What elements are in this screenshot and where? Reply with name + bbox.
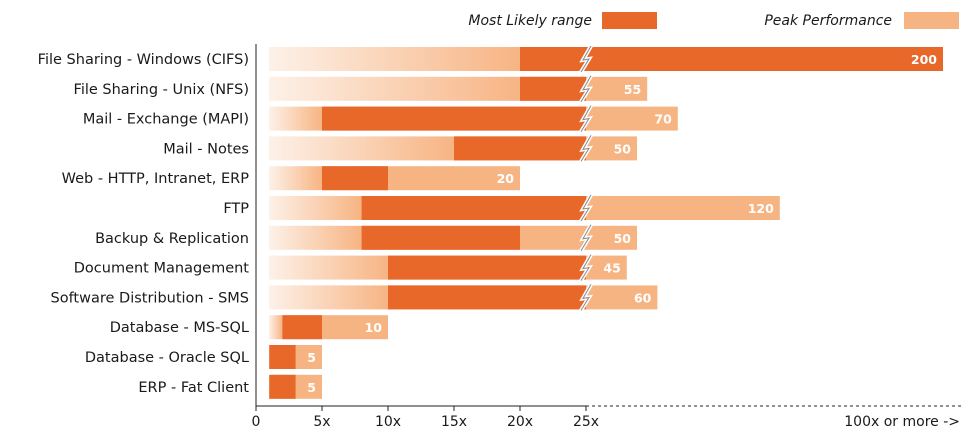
most-likely-bar-ftp	[361, 196, 586, 220]
x-tick-label-1: 5x	[313, 414, 330, 428]
most-likely-bar-software-distribution-sms	[388, 285, 586, 310]
x-tick-label-3: 15x	[441, 414, 467, 428]
category-labels: File Sharing - Windows (CIFS) File Sharin…	[38, 52, 250, 396]
most-likely-bar-file-sharing-unix-nfs	[520, 76, 586, 101]
category-label-software-distribution-sms: Software Distribution - SMS	[51, 290, 250, 306]
axis-break-mark-document-management	[580, 254, 592, 281]
most-likely-bar-mail-notes	[454, 136, 586, 161]
value-label-mail-exchange-mapi: 70	[654, 112, 672, 127]
value-label-document-management: 45	[603, 261, 620, 276]
category-label-ftp: FTP	[223, 201, 249, 217]
legend-most-likely-swatch	[602, 12, 657, 29]
value-label-software-distribution-sms: 60	[634, 290, 652, 305]
category-label-backup-replication: Backup & Replication	[95, 231, 249, 247]
x-tick-label-5: 25x	[573, 414, 599, 428]
x-axis-ticks: 0 5x 10x 15x 20x 25x 100x or more ->	[252, 406, 960, 428]
value-label-ftp: 120	[748, 201, 774, 216]
category-label-mail-exchange-mapi: Mail - Exchange (MAPI)	[83, 112, 249, 128]
value-label-mail-notes: 50	[614, 141, 632, 156]
value-label-file-sharing-windows-cifs: 200	[911, 52, 937, 67]
x-tick-label-2: 10x	[375, 414, 401, 428]
category-label-file-sharing-windows-cifs: File Sharing - Windows (CIFS)	[38, 52, 249, 68]
category-label-document-management: Document Management	[74, 261, 250, 277]
x-tick-label-4: 20x	[507, 414, 533, 428]
most-likely-bar-mail-exchange-mapi	[322, 106, 586, 131]
most-likely-bar-database-ms-sql	[282, 315, 322, 340]
value-label-database-ms-sql: 10	[365, 320, 383, 335]
category-label-mail-notes: Mail - Notes	[163, 141, 249, 157]
most-likely-bar-document-management	[388, 255, 586, 280]
legend-peak-swatch	[904, 12, 959, 29]
category-label-database-ms-sql: Database - MS-SQL	[110, 320, 249, 336]
category-label-web-http-intranet-erp: Web - HTTP, Intranet, ERP	[62, 171, 250, 187]
x-tick-label-6: 100x or more ->	[844, 414, 960, 428]
value-label-database-oracle-sql: 5	[307, 350, 316, 365]
most-likely-bar-backup-replication	[361, 225, 520, 250]
axis-break-mark-mail-exchange-mapi	[580, 105, 592, 132]
value-label-web-http-intranet-erp: 20	[497, 171, 515, 186]
bars-group	[269, 47, 943, 399]
category-label-erp-fat-client: ERP - Fat Client	[138, 380, 249, 396]
axis-break-marks	[579, 45, 594, 312]
value-label-backup-replication: 50	[614, 231, 632, 246]
most-likely-bar-database-oracle-sql	[269, 345, 296, 369]
category-label-file-sharing-unix-nfs: File Sharing - Unix (NFS)	[74, 82, 249, 98]
legend-most-likely-label: Most Likely range	[468, 13, 592, 29]
category-label-database-oracle-sql: Database - Oracle SQL	[85, 350, 249, 366]
axis-break-mark-file-sharing-unix-nfs	[580, 75, 592, 103]
legend: Most Likely range Peak Performance	[468, 12, 959, 29]
peak-bar-web-http-intranet-erp	[269, 166, 520, 191]
value-label-file-sharing-unix-nfs: 55	[624, 82, 641, 97]
most-likely-bar-web-http-intranet-erp	[322, 166, 388, 191]
x-tick-label-0: 0	[252, 414, 261, 428]
axis-break-mark-software-distribution-sms	[580, 284, 592, 311]
axis-break-mark-ftp	[580, 194, 592, 222]
axis-break-mark-backup-replication	[580, 224, 592, 252]
axis-break-mark-mail-notes	[580, 135, 592, 162]
most-likely-bar-erp-fat-client	[269, 374, 296, 399]
legend-peak-label: Peak Performance	[764, 13, 892, 29]
value-label-erp-fat-client: 5	[307, 380, 316, 395]
axis-break-mark-file-sharing-windows-cifs	[580, 45, 592, 73]
